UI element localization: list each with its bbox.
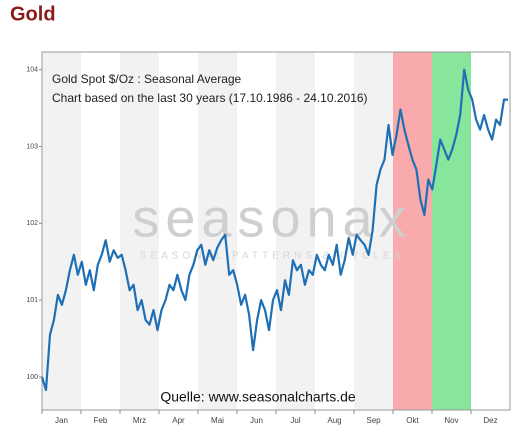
x-tick-label: Jul bbox=[290, 416, 300, 425]
y-tick-label: 100 bbox=[26, 374, 38, 381]
month-band bbox=[198, 52, 237, 410]
y-tick-label: 103 bbox=[26, 143, 38, 150]
x-tick-label: Nov bbox=[444, 416, 458, 425]
x-tick-label: Mai bbox=[211, 416, 224, 425]
x-tick-label: Jan bbox=[55, 416, 68, 425]
x-tick-label: Okt bbox=[406, 416, 419, 425]
month-band bbox=[120, 52, 159, 410]
watermark-tagline: SEASONAL PATTERNS & CYCLES bbox=[140, 251, 404, 262]
x-tick-label: Mrz bbox=[133, 416, 146, 425]
month-band bbox=[276, 52, 315, 410]
plot-border bbox=[41, 51, 511, 411]
x-tick-label: Jun bbox=[250, 416, 263, 425]
x-tick-label: Feb bbox=[94, 416, 108, 425]
y-tick-label: 101 bbox=[26, 297, 38, 304]
y-tick-label: 102 bbox=[26, 220, 38, 227]
x-tick-label: Sep bbox=[366, 416, 381, 425]
subtitle: Chart based on the last 30 years (17.10.… bbox=[52, 91, 368, 105]
highlight-band bbox=[432, 52, 471, 410]
source: Quelle: www.seasonalcharts.de bbox=[160, 389, 356, 405]
subtitle: Gold Spot $/Oz : Seasonal Average bbox=[52, 72, 242, 86]
data-line bbox=[40, 68, 508, 392]
y-tick-label: 104 bbox=[26, 67, 38, 74]
x-tick-label: Apr bbox=[172, 416, 185, 425]
chart-title: Gold bbox=[10, 3, 56, 25]
x-tick-label: Dez bbox=[483, 416, 497, 425]
watermark: seasonax bbox=[132, 188, 411, 248]
x-tick-label: Aug bbox=[327, 416, 341, 425]
